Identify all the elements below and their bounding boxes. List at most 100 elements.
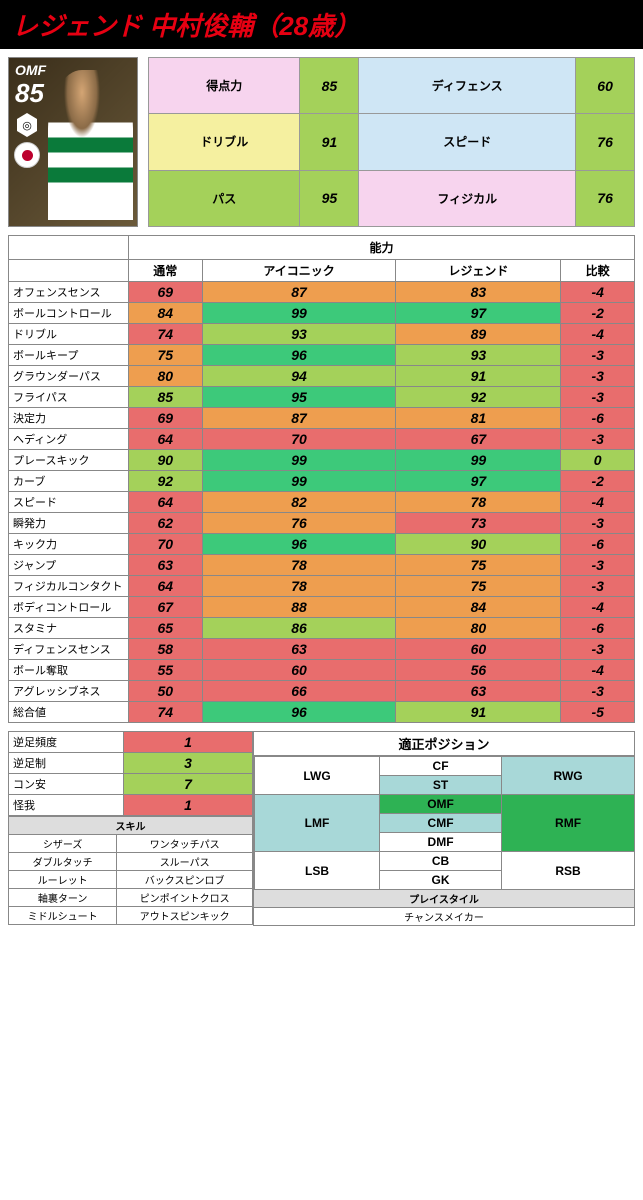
skill-cell: 軸裏ターン <box>9 889 117 907</box>
stat-value: 83 <box>396 282 561 303</box>
stat-label: グラウンダーパス <box>9 366 129 387</box>
summary-label: パス <box>149 170 300 226</box>
stat-value: 64 <box>129 492 203 513</box>
summary-label: ディフェンス <box>359 58 576 114</box>
skill-cell: ルーレット <box>9 871 117 889</box>
stat-value: -4 <box>561 324 635 345</box>
stat-value: 70 <box>129 534 203 555</box>
stat-value: 96 <box>202 345 396 366</box>
stat-label: ヘディング <box>9 429 129 450</box>
stat-label: ジャンプ <box>9 555 129 576</box>
stat-value: 60 <box>396 639 561 660</box>
stat-value: -2 <box>561 303 635 324</box>
substat-label: 逆足制 <box>9 753 124 774</box>
stat-value: 84 <box>129 303 203 324</box>
sub-stats-table: 逆足頻度1逆足制3コン安7怪我1 <box>8 731 253 816</box>
ability-header: 能力 <box>129 236 635 260</box>
summary-value: 85 <box>300 58 359 114</box>
position-cell: CF <box>380 757 502 776</box>
position-cell: DMF <box>380 833 502 852</box>
position-header: 適正ポジション <box>253 731 635 756</box>
stat-label: アグレッシブネス <box>9 681 129 702</box>
stat-value: 63 <box>129 555 203 576</box>
stat-label: スタミナ <box>9 618 129 639</box>
stat-value: 63 <box>202 639 396 660</box>
stat-value: -3 <box>561 387 635 408</box>
playstyle-value: チャンスメイカー <box>253 908 635 926</box>
stat-label: オフェンスセンス <box>9 282 129 303</box>
stat-value: 0 <box>561 450 635 471</box>
stat-value: 67 <box>396 429 561 450</box>
skill-cell: ダブルタッチ <box>9 853 117 871</box>
stat-value: 80 <box>396 618 561 639</box>
stat-value: 84 <box>396 597 561 618</box>
stat-value: -4 <box>561 282 635 303</box>
stat-value: 78 <box>202 555 396 576</box>
stat-value: 87 <box>202 282 396 303</box>
stat-value: 82 <box>202 492 396 513</box>
position-cell: RSB <box>502 852 635 890</box>
player-image <box>48 70 133 220</box>
page-title: レジェンド 中村俊輔（28歳） <box>12 6 631 43</box>
stat-value: 73 <box>396 513 561 534</box>
stat-value: 64 <box>129 429 203 450</box>
stat-value: 58 <box>129 639 203 660</box>
stat-value: 63 <box>396 681 561 702</box>
card-position: OMF <box>15 62 46 78</box>
card-rating: 85 <box>15 78 44 109</box>
page-header: レジェンド 中村俊輔（28歳） <box>0 0 643 49</box>
stat-value: 99 <box>202 303 396 324</box>
stat-value: -2 <box>561 471 635 492</box>
position-cell: GK <box>380 871 502 890</box>
stat-label: ボールコントロール <box>9 303 129 324</box>
stat-label: フィジカルコンタクト <box>9 576 129 597</box>
stat-label: ボールキープ <box>9 345 129 366</box>
stat-value: -6 <box>561 408 635 429</box>
stat-value: 92 <box>396 387 561 408</box>
stat-value: -6 <box>561 534 635 555</box>
summary-label: フィジカル <box>359 170 576 226</box>
stat-value: 67 <box>129 597 203 618</box>
substat-label: 逆足頻度 <box>9 732 124 753</box>
stat-value: 93 <box>396 345 561 366</box>
stat-value: 78 <box>202 576 396 597</box>
shield-icon: ◎ <box>17 113 37 137</box>
stat-value: 99 <box>396 450 561 471</box>
col-header: レジェンド <box>396 260 561 282</box>
stat-value: 55 <box>129 660 203 681</box>
substat-value: 7 <box>124 774 253 795</box>
stat-value: -3 <box>561 639 635 660</box>
stat-value: 99 <box>202 471 396 492</box>
stat-value: -4 <box>561 492 635 513</box>
col-header: アイコニック <box>202 260 396 282</box>
stat-value: -4 <box>561 660 635 681</box>
stat-value: 90 <box>396 534 561 555</box>
summary-value: 76 <box>576 114 635 170</box>
row-label-header <box>9 236 129 260</box>
stat-label: ボディコントロール <box>9 597 129 618</box>
stat-label: スピード <box>9 492 129 513</box>
stat-value: 69 <box>129 282 203 303</box>
stat-value: 90 <box>129 450 203 471</box>
stat-label: フライパス <box>9 387 129 408</box>
skill-table: スキルシザーズワンタッチパスダブルタッチスルーパスルーレットバックスピンロブ軸裏… <box>8 816 253 925</box>
stat-value: 89 <box>396 324 561 345</box>
position-cell: RMF <box>502 795 635 852</box>
stat-value: 86 <box>202 618 396 639</box>
skill-cell: スルーパス <box>117 853 253 871</box>
summary-value: 95 <box>300 170 359 226</box>
summary-label: 得点力 <box>149 58 300 114</box>
stat-label: ディフェンスセンス <box>9 639 129 660</box>
skill-cell: ピンポイントクロス <box>117 889 253 907</box>
summary-value: 60 <box>576 58 635 114</box>
stat-label: キック力 <box>9 534 129 555</box>
stat-value: -3 <box>561 429 635 450</box>
left-column: 逆足頻度1逆足制3コン安7怪我1 スキルシザーズワンタッチパスダブルタッチスルー… <box>8 731 253 926</box>
skill-cell: ミドルシュート <box>9 907 117 925</box>
stat-value: -3 <box>561 513 635 534</box>
stat-value: 50 <box>129 681 203 702</box>
summary-label: ドリブル <box>149 114 300 170</box>
stat-value: 65 <box>129 618 203 639</box>
stat-value: 97 <box>396 303 561 324</box>
japan-flag-icon <box>14 142 40 168</box>
